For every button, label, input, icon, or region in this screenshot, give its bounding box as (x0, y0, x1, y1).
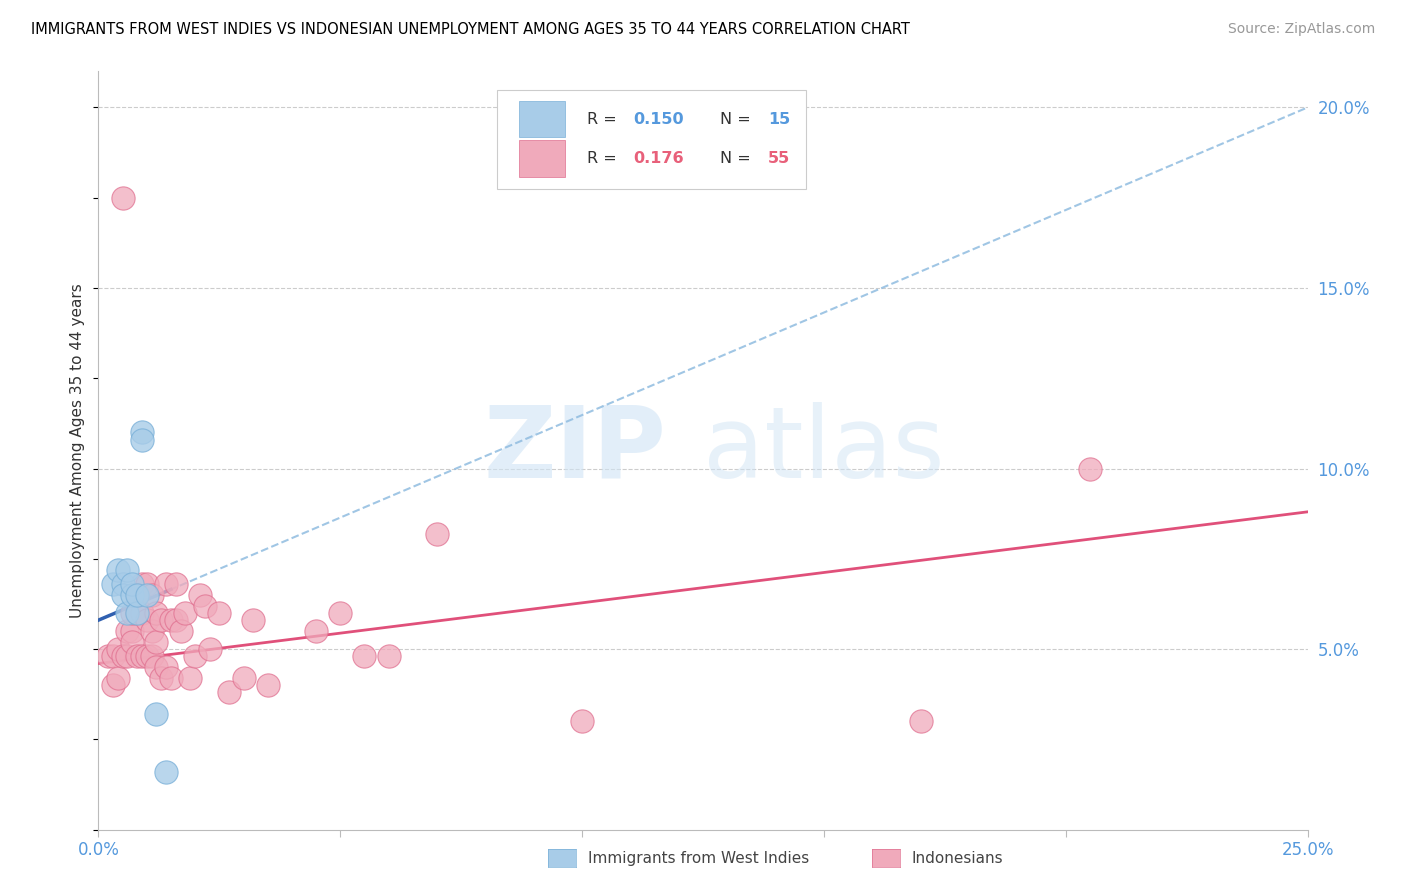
Text: 0.150: 0.150 (633, 112, 683, 127)
Point (218, 685, 240, 699)
Point (256, 678, 278, 692)
Point (208, 606, 231, 620)
Point (121, 577, 143, 591)
Point (111, 191, 134, 205)
Point (305, 624, 328, 638)
Point (194, 599, 217, 613)
Point (127, 588, 149, 602)
Point (377, 649, 399, 664)
Text: Source: ZipAtlas.com: Source: ZipAtlas.com (1227, 22, 1375, 37)
Text: N =: N = (720, 151, 756, 166)
Point (135, 649, 157, 664)
FancyBboxPatch shape (498, 90, 806, 189)
Point (145, 660, 167, 674)
Point (121, 606, 143, 620)
Point (145, 635, 167, 649)
Point (135, 613, 157, 627)
Point (141, 624, 163, 638)
Point (169, 624, 191, 638)
Point (101, 678, 124, 692)
Point (131, 649, 153, 664)
Point (121, 624, 143, 638)
Point (165, 577, 187, 591)
Point (571, 714, 593, 729)
Point (117, 563, 139, 577)
Point (141, 588, 163, 602)
Point (184, 649, 207, 664)
Text: R =: R = (586, 112, 621, 127)
Point (155, 660, 177, 674)
Text: R =: R = (586, 151, 621, 166)
Point (111, 588, 134, 602)
Text: N =: N = (720, 112, 756, 127)
Point (107, 671, 129, 685)
FancyBboxPatch shape (519, 101, 565, 137)
Point (121, 588, 143, 602)
Text: Immigrants from West Indies: Immigrants from West Indies (588, 851, 808, 865)
Point (160, 613, 183, 627)
Point (101, 577, 124, 591)
Point (101, 649, 124, 664)
Point (353, 649, 375, 664)
Text: Indonesians: Indonesians (911, 851, 1002, 865)
Text: 55: 55 (768, 151, 790, 166)
Point (198, 642, 221, 657)
Point (111, 577, 134, 591)
Point (97, 649, 120, 664)
Point (127, 606, 149, 620)
Point (155, 577, 177, 591)
Point (145, 606, 167, 620)
Point (1078, 461, 1101, 475)
Point (117, 624, 139, 638)
Point (107, 563, 129, 577)
Point (121, 635, 143, 649)
Point (174, 606, 197, 620)
Point (150, 671, 173, 685)
Point (145, 706, 167, 721)
Point (426, 526, 449, 541)
Point (127, 588, 149, 602)
Text: atlas: atlas (703, 402, 945, 499)
Point (150, 613, 173, 627)
Point (131, 425, 153, 440)
Point (107, 642, 129, 657)
Point (131, 433, 153, 447)
Text: IMMIGRANTS FROM WEST INDIES VS INDONESIAN UNEMPLOYMENT AMONG AGES 35 TO 44 YEARS: IMMIGRANTS FROM WEST INDIES VS INDONESIA… (31, 22, 910, 37)
Point (910, 714, 932, 729)
Point (135, 588, 157, 602)
Point (117, 606, 139, 620)
Point (141, 649, 163, 664)
Point (135, 577, 157, 591)
Point (179, 671, 201, 685)
Point (127, 606, 149, 620)
Point (131, 606, 153, 620)
Point (127, 649, 149, 664)
Point (329, 606, 352, 620)
Point (131, 577, 153, 591)
Point (232, 671, 254, 685)
Point (242, 613, 264, 627)
Text: 0.176: 0.176 (633, 151, 683, 166)
Point (165, 613, 187, 627)
Point (155, 764, 177, 779)
Point (117, 649, 139, 664)
Text: 15: 15 (768, 112, 790, 127)
Point (188, 588, 211, 602)
FancyBboxPatch shape (519, 140, 565, 177)
Y-axis label: Unemployment Among Ages 35 to 44 years: Unemployment Among Ages 35 to 44 years (70, 283, 86, 618)
Text: ZIP: ZIP (484, 402, 666, 499)
Point (111, 649, 134, 664)
Point (160, 671, 183, 685)
